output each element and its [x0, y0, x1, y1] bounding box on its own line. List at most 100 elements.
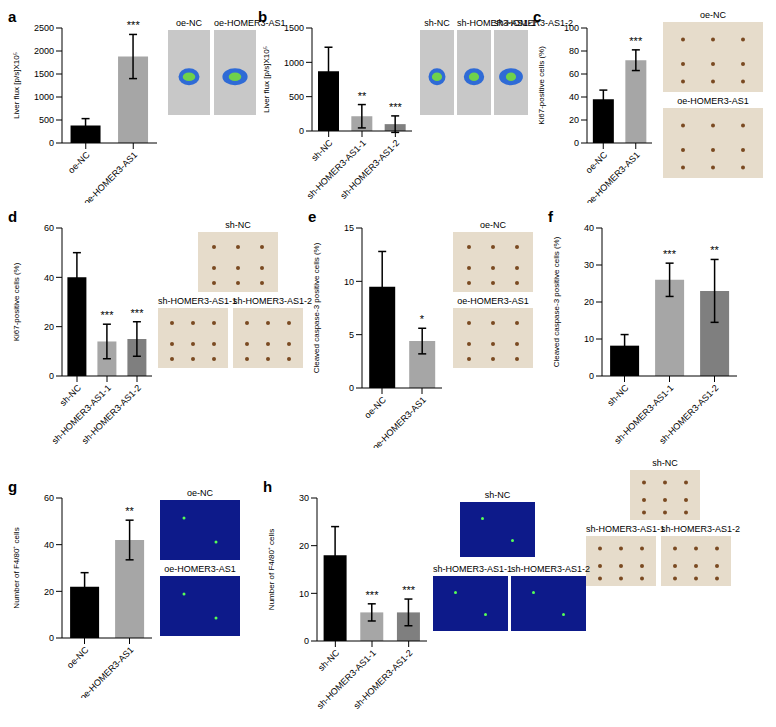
svg-text:sh-HOMER3-AS1-2: sh-HOMER3-AS1-2 [352, 648, 415, 711]
svg-text:sh-HOMER3-AS1-1: sh-HOMER3-AS1-1 [305, 138, 368, 201]
svg-text:Liver flux [p/s]X10⁵: Liver flux [p/s]X10⁵ [262, 46, 271, 113]
svg-text:sh-HOMER3-AS1-2: sh-HOMER3-AS1-2 [657, 383, 720, 446]
svg-text:oe-HOMER3-AS1: oe-HOMER3-AS1 [370, 395, 428, 448]
svg-text:0: 0 [589, 371, 594, 381]
svg-text:10: 10 [299, 589, 309, 599]
html-text:sh-NC: sh-NC [484, 490, 511, 500]
svg-text:**: ** [125, 505, 134, 517]
svg-text:oe-NC: oe-NC [362, 395, 388, 421]
svg-text:2000: 2000 [34, 46, 54, 56]
html-text:oe-HOMER3-AS1: oe-HOMER3-AS1 [214, 18, 286, 28]
html-text:oe-NC: oe-NC [700, 10, 726, 20]
svg-text:30: 30 [584, 260, 594, 270]
svg-text:0: 0 [49, 633, 54, 643]
svg-text:***: *** [629, 35, 643, 47]
svg-text:40: 40 [44, 540, 54, 550]
svg-text:***: *** [131, 307, 145, 319]
svg-text:0: 0 [349, 383, 354, 393]
svg-text:sh-NC: sh-NC [605, 383, 630, 408]
svg-text:500: 500 [289, 92, 304, 102]
svg-text:Number of F4/80⁺ cells: Number of F4/80⁺ cells [267, 529, 276, 610]
svg-text:*: * [420, 313, 425, 325]
svg-text:2500: 2500 [34, 23, 54, 33]
svg-text:15: 15 [344, 223, 354, 233]
html-text:g: g [8, 478, 18, 495]
html-text:oe-HOMER3-AS1: oe-HOMER3-AS1 [677, 96, 749, 106]
html-text:oe-HOMER3-AS1: oe-HOMER3-AS1 [164, 564, 236, 574]
svg-text:20: 20 [299, 541, 309, 551]
svg-text:**: ** [710, 244, 719, 256]
svg-text:***: *** [101, 309, 115, 321]
svg-text:oe-NC: oe-NC [65, 645, 91, 671]
svg-text:oe-HOMER3-AS1: oe-HOMER3-AS1 [78, 645, 136, 698]
svg-text:0: 0 [304, 636, 309, 646]
html-text:sh-HOMER3-AS1-1 sh-HOMER3-AS1-: sh-HOMER3-AS1-1 sh-HOMER3-AS1-2 [433, 564, 590, 574]
html-text:sh-HOMER3-AS1-2: sh-HOMER3-AS1-2 [233, 296, 312, 306]
svg-text:sh-NC: sh-NC [58, 383, 83, 408]
svg-text:0: 0 [49, 138, 54, 148]
html-text:b: b [258, 8, 268, 25]
svg-text:10: 10 [584, 334, 594, 344]
html-text:oe-NC: oe-NC [176, 18, 202, 28]
svg-text:100: 100 [564, 23, 579, 33]
svg-text:sh-NC: sh-NC [309, 138, 334, 163]
svg-text:sh-HOMER3-AS1-2: sh-HOMER3-AS1-2 [80, 383, 143, 446]
svg-text:sh-HOMER3-AS1-1: sh-HOMER3-AS1-1 [612, 382, 676, 446]
svg-text:40: 40 [44, 273, 54, 283]
svg-text:20: 20 [584, 297, 594, 307]
html-text:oe-NC: oe-NC [187, 488, 213, 498]
svg-text:20: 20 [44, 322, 54, 332]
svg-text:1500: 1500 [284, 23, 304, 33]
svg-text:oe-HOMER3-AS1: oe-HOMER3-AS1 [584, 150, 642, 203]
html-text:sh-NC: sh-NC [652, 458, 678, 468]
html-text:sh-HOMER3-AS1-1: sh-HOMER3-AS1-1 [158, 296, 237, 306]
svg-text:sh-HOMER3-AS1-1: sh-HOMER3-AS1-1 [50, 382, 113, 446]
html-text:oe-NC: oe-NC [480, 220, 506, 230]
html-text:sh-NC: sh-NC [225, 220, 251, 230]
html-text:h: h [263, 478, 273, 495]
svg-text:80: 80 [569, 46, 579, 56]
html-text:sh-HOMER3-AS1-2: sh-HOMER3-AS1-2 [661, 524, 740, 534]
svg-text:***: *** [127, 19, 141, 31]
html-text:oe-HOMER3-AS1: oe-HOMER3-AS1 [457, 296, 529, 306]
svg-text:sh-NC: sh-NC [316, 648, 341, 673]
svg-text:40: 40 [584, 223, 594, 233]
svg-text:***: *** [389, 101, 403, 113]
svg-text:Number of F4/80⁺ cells: Number of F4/80⁺ cells [12, 527, 21, 608]
svg-text:oe-HOMER3-AS1: oe-HOMER3-AS1 [82, 150, 140, 203]
svg-text:500: 500 [39, 115, 54, 125]
svg-text:Cleaved caspase-3 positive cel: Cleaved caspase-3 positive cells (%) [312, 242, 321, 373]
svg-text:30: 30 [299, 493, 309, 503]
html-text:sh-HOMER3-AS1-2: sh-HOMER3-AS1-2 [494, 18, 573, 28]
svg-text:1000: 1000 [284, 58, 304, 68]
svg-text:***: *** [663, 248, 677, 260]
svg-text:**: ** [358, 90, 367, 102]
svg-text:***: *** [366, 589, 380, 601]
html-text:d: d [8, 208, 18, 225]
svg-text:sh-HOMER3-AS1-1: sh-HOMER3-AS1-1 [315, 648, 378, 711]
svg-text:1500: 1500 [34, 69, 54, 79]
svg-text:40: 40 [569, 92, 579, 102]
svg-text:60: 60 [44, 223, 54, 233]
svg-text:60: 60 [44, 493, 54, 503]
svg-text:20: 20 [44, 587, 54, 597]
svg-text:60: 60 [569, 69, 579, 79]
svg-text:oe-NC: oe-NC [66, 150, 92, 176]
html-text:sh-HOMER3-AS1-1: sh-HOMER3-AS1-1 [586, 524, 665, 534]
svg-text:0: 0 [49, 371, 54, 381]
svg-text:oe-NC: oe-NC [584, 150, 610, 176]
svg-text:5: 5 [349, 330, 354, 340]
html-text:sh-HOMER3-AS1-1: sh-HOMER3-AS1-1 [457, 18, 536, 28]
svg-text:Cleaved caspase-3 positive cel: Cleaved caspase-3 positive cells (%) [552, 236, 561, 367]
svg-text:Liver flux [p/s]X10⁵: Liver flux [p/s]X10⁵ [12, 52, 21, 119]
svg-text:20: 20 [569, 115, 579, 125]
svg-text:***: *** [402, 584, 416, 596]
svg-text:Ki67-positive cells (%): Ki67-positive cells (%) [12, 262, 21, 341]
svg-text:10: 10 [344, 277, 354, 287]
svg-text:0: 0 [574, 138, 579, 148]
svg-text:sh-HOMER3-AS1-2: sh-HOMER3-AS1-2 [338, 138, 401, 201]
html-text:sh-NC: sh-NC [424, 18, 450, 28]
svg-text:0: 0 [299, 126, 304, 136]
svg-text:1000: 1000 [34, 92, 54, 102]
svg-text:Ki67-positive cells (%): Ki67-positive cells (%) [537, 46, 546, 125]
